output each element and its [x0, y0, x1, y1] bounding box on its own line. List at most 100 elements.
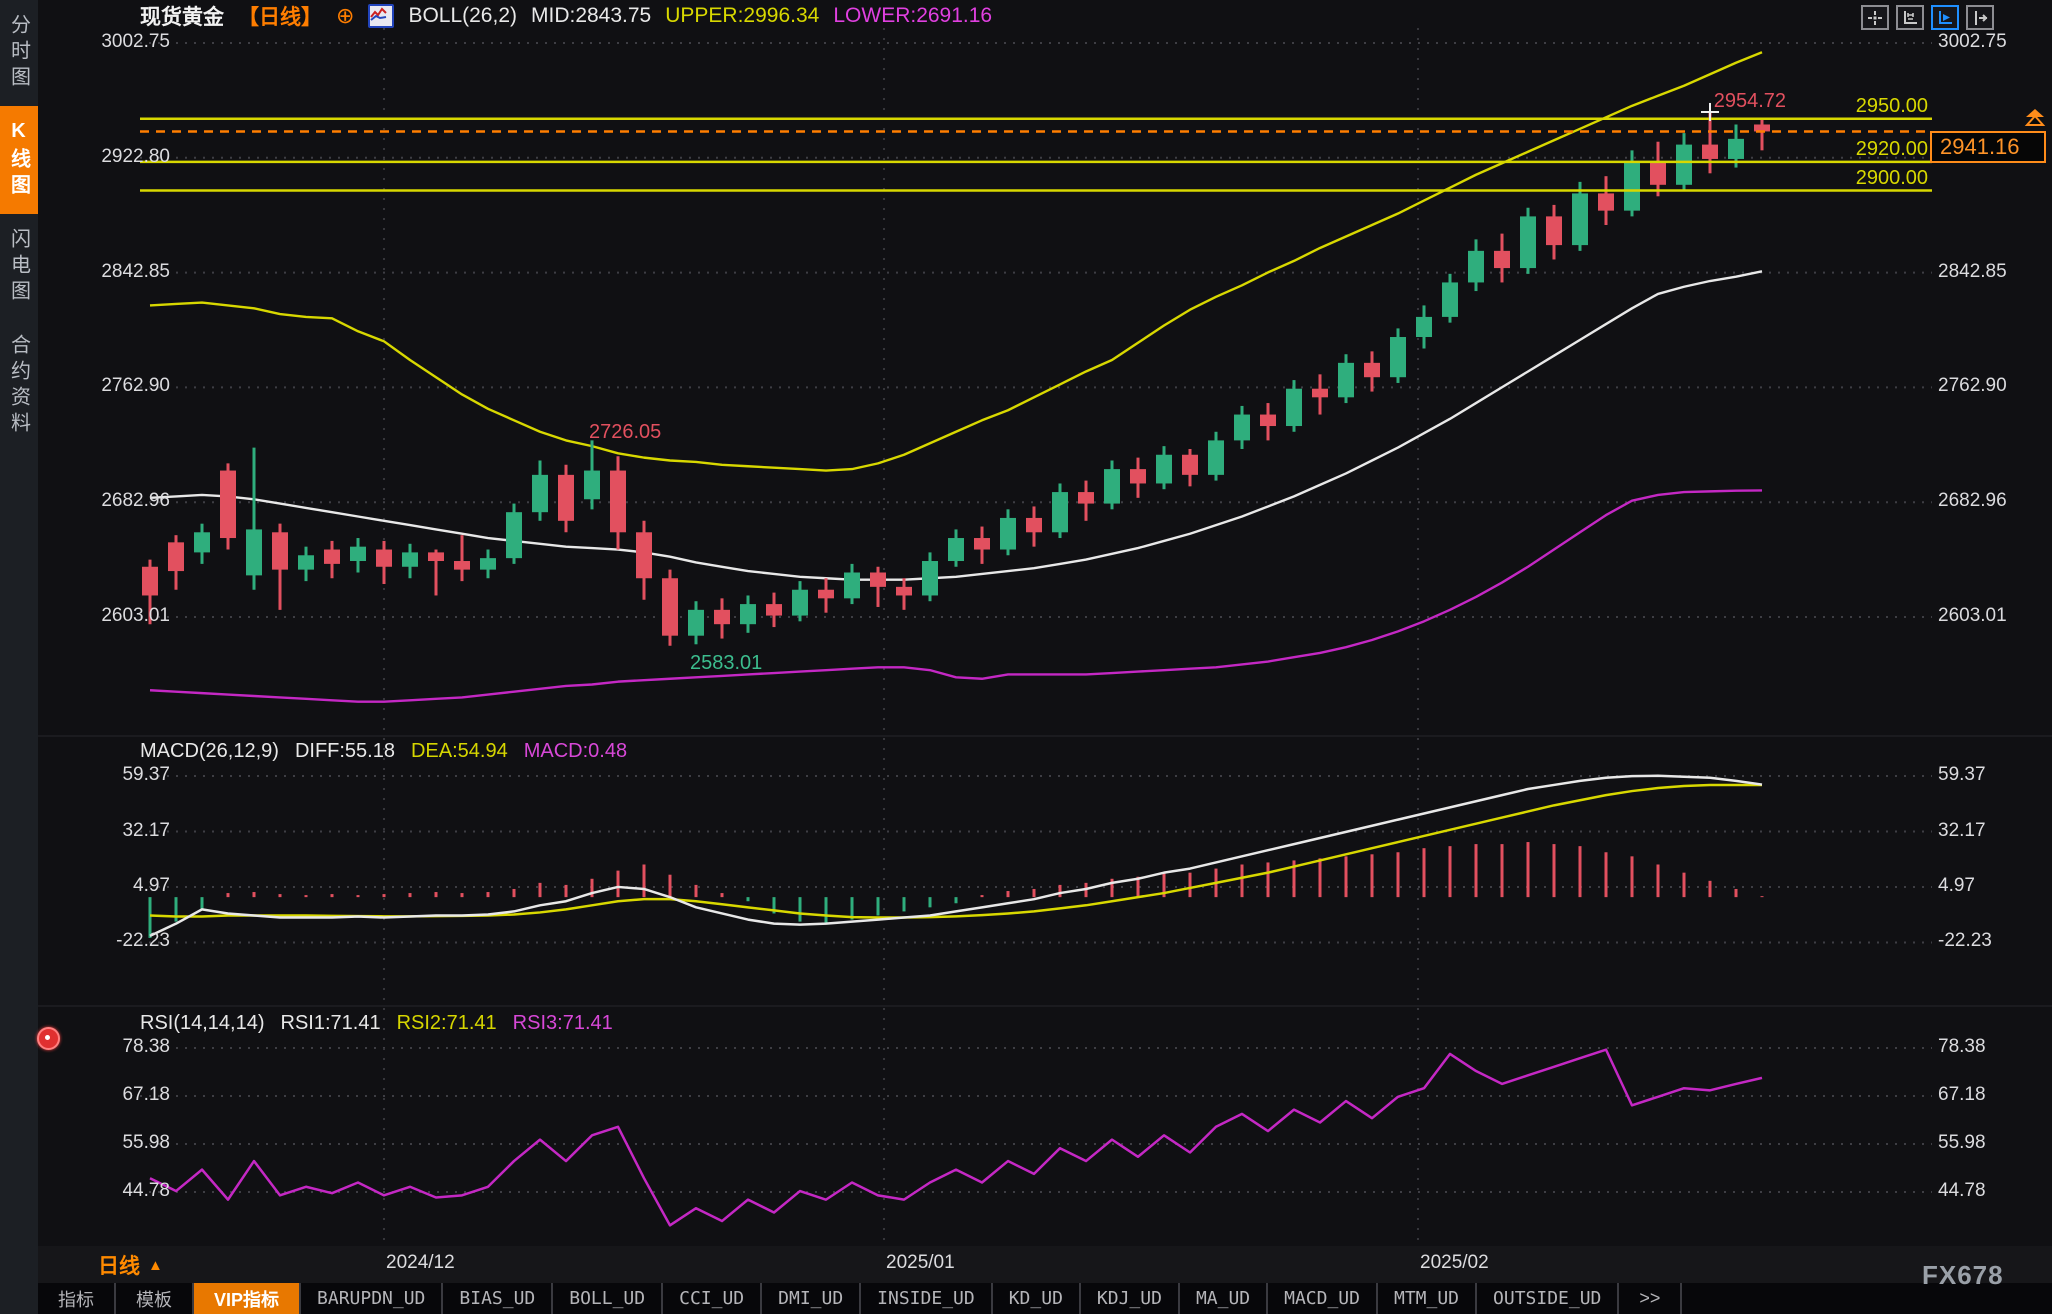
rsi-axis-label-right: 78.38 — [1938, 1036, 1986, 1057]
indicator-tab-[interactable]: 模板 — [116, 1283, 192, 1314]
sidebar-item-1[interactable]: 分时图 — [7, 14, 30, 92]
macd-axis-label-right: 32.17 — [1938, 819, 1986, 841]
rsi-axis-label-left: 67.18 — [122, 1084, 170, 1105]
month-label: 2024/12 — [386, 1252, 455, 1273]
macd-axis-label-left: -22.23 — [116, 930, 170, 952]
indicator-tab-MA_UD[interactable]: MA_UD — [1179, 1283, 1267, 1314]
record-dot-icon[interactable] — [37, 1027, 60, 1050]
indicator-tab-VIP[interactable]: VIP指标 — [194, 1283, 300, 1314]
candles-series — [142, 111, 1770, 646]
gridlines — [38, 28, 2052, 1240]
price-axis-label-left: 2922.80 — [101, 145, 170, 167]
indicator-tab-KD_UD[interactable]: KD_UD — [992, 1283, 1079, 1314]
chart-type-sidebar: 分时图 K线图闪电图合约资料 — [0, 0, 38, 1314]
macd-macd-value: MACD:0.48 — [523, 740, 628, 762]
sidebar-item-3[interactable]: 闪电图 — [7, 228, 30, 306]
indicator-tab-MTM_UD[interactable]: MTM_UD — [1377, 1283, 1476, 1314]
sidebar-item-4[interactable]: 合约资料 — [7, 334, 30, 438]
period-tag[interactable]: 【日线】 — [238, 6, 322, 29]
boll-lower-value: LOWER:2691.16 — [833, 4, 993, 27]
price-level-lines — [140, 117, 1932, 192]
swing-high-annotation: 2726.05 — [589, 421, 662, 443]
macd-axis-label-right: 59.37 — [1938, 764, 1986, 786]
price-axis-label-right: 3002.75 — [1938, 31, 2007, 52]
rsi3-value: RSI3:71.41 — [512, 1012, 613, 1034]
price-axis-label-right: 2603.01 — [1938, 605, 2007, 626]
boll-mid-value: MID:2843.75 — [531, 4, 652, 27]
price-axis-label-left: 2682.96 — [101, 490, 170, 512]
price-level-label: 2900.00 — [1855, 166, 1928, 189]
rsi-axis-label-right: 67.18 — [1938, 1084, 1986, 1105]
boll-params: BOLL(26,2) — [408, 4, 517, 27]
rsi2-value: RSI2:71.41 — [396, 1012, 497, 1034]
macd-axis-label-right: -22.23 — [1938, 930, 1992, 952]
macd-diff-value: DIFF:55.18 — [294, 740, 395, 762]
indicator-tab->>[interactable]: >> — [1619, 1283, 1681, 1314]
period-label: 日线 — [98, 1255, 140, 1278]
rsi-axis-label-left: 55.98 — [122, 1132, 170, 1153]
month-label: 2025/02 — [1420, 1252, 1489, 1273]
macd-axis-label-left: 59.37 — [122, 764, 170, 786]
price-axis-label-left: 2762.90 — [101, 375, 170, 397]
indicator-tab-KDJ_UD[interactable]: KDJ_UD — [1080, 1283, 1178, 1314]
macd-dea-value: DEA:54.94 — [410, 740, 508, 762]
price-axis-label-left: 2603.01 — [101, 605, 170, 626]
price-axis-label-right: 2842.85 — [1938, 260, 2007, 282]
bollinger-bands — [149, 51, 1763, 703]
swing-low-annotation: 2583.01 — [690, 652, 763, 674]
rsi-params: RSI(14,14,14) — [140, 1012, 265, 1034]
xaxis-strip: 日线 ▲ 2024/12 2025/01 2025/02 — [38, 1246, 2052, 1283]
indicator-tab-CCI_UD[interactable]: CCI_UD — [663, 1283, 761, 1314]
indicator-tab-BOLL_UD[interactable]: BOLL_UD — [553, 1283, 662, 1314]
collapse-panel-icon[interactable] — [1966, 5, 1994, 30]
tabbar-filler — [1682, 1283, 2052, 1314]
high-price-annotation: 2954.72 — [1713, 90, 1786, 112]
chart-header: 现货黄金 【日线】 ⊕ BOLL(26,2) MID:2843.75 UPPER… — [140, 2, 992, 30]
sidebar-item-2[interactable]: K线图 — [0, 106, 38, 214]
macd-axis-label-right: 4.97 — [1938, 875, 1975, 896]
chart-toolbar — [1861, 5, 1994, 30]
price-axis-label-right: 2762.90 — [1938, 375, 2007, 397]
period-arrow-icon: ▲ — [148, 1256, 163, 1274]
price-axis-label-left: 2842.85 — [101, 260, 170, 282]
pan-crosshair-icon[interactable] — [1861, 5, 1889, 30]
add-indicator-icon[interactable]: ⊕ — [336, 3, 355, 28]
indicator-tab-BIAS_UD[interactable]: BIAS_UD — [443, 1283, 552, 1314]
indicator-tab-[interactable]: 指标 — [38, 1283, 114, 1314]
rsi-axis-label-right: 44.78 — [1938, 1180, 1986, 1201]
price-level-label: 2950.00 — [1855, 94, 1928, 117]
macd-axis-label-left: 32.17 — [122, 819, 170, 841]
axis-scale-icon[interactable] — [1896, 5, 1924, 30]
price-level-label: 2920.00 — [1855, 137, 1928, 160]
current-price-box: 2941.16 — [1930, 131, 2046, 163]
rsi-axis-label-left: 44.78 — [122, 1180, 170, 1201]
rsi-axis-label-right: 55.98 — [1938, 1132, 1986, 1153]
rsi-axis-label-left: 78.38 — [122, 1036, 170, 1057]
rsi1-value: RSI1:71.41 — [280, 1012, 381, 1034]
indicator-tab-INSIDE_UD[interactable]: INSIDE_UD — [861, 1283, 991, 1314]
macd-pane-header: MACD(26,12,9) DIFF:55.18 DEA:54.94 MACD:… — [140, 740, 627, 763]
rsi-pane-header: RSI(14,14,14) RSI1:71.41 RSI2:71.41 RSI3… — [140, 1012, 613, 1035]
price-axis-label-right: 2682.96 — [1938, 490, 2007, 512]
auto-scroll-icon[interactable] — [1931, 5, 1959, 30]
period-selector[interactable]: 日线 ▲ — [98, 1250, 163, 1280]
price-up-arrow-icon — [2024, 107, 2046, 134]
indicator-tab-BARUPDN_UD[interactable]: BARUPDN_UD — [301, 1283, 442, 1314]
rsi-pane — [149, 1048, 1763, 1227]
macd-axis-label-left: 4.97 — [133, 875, 170, 896]
indicator-tab-DMI_UD[interactable]: DMI_UD — [762, 1283, 860, 1314]
crosshair-marker — [1701, 102, 1719, 121]
boll-upper-value: UPPER:2996.34 — [665, 4, 820, 27]
price-axis-label-left: 3002.75 — [101, 31, 170, 52]
watermark: FX678 — [1922, 1260, 2004, 1290]
month-label: 2025/01 — [886, 1252, 955, 1273]
candlestick-chart-icon[interactable] — [368, 4, 395, 28]
symbol-name: 现货黄金 — [140, 6, 224, 29]
macd-params: MACD(26,12,9) — [140, 740, 279, 762]
macd-pane — [148, 774, 1764, 938]
indicator-tabbar: 指标 模板 VIP指标 BARUPDN_UD BIAS_UD BOLL_UD CCI_UD D… — [38, 1283, 2052, 1314]
indicator-tab-MACD_UD[interactable]: MACD_UD — [1268, 1283, 1376, 1314]
indicator-tab-OUTSIDE_UD[interactable]: OUTSIDE_UD — [1477, 1283, 1618, 1314]
